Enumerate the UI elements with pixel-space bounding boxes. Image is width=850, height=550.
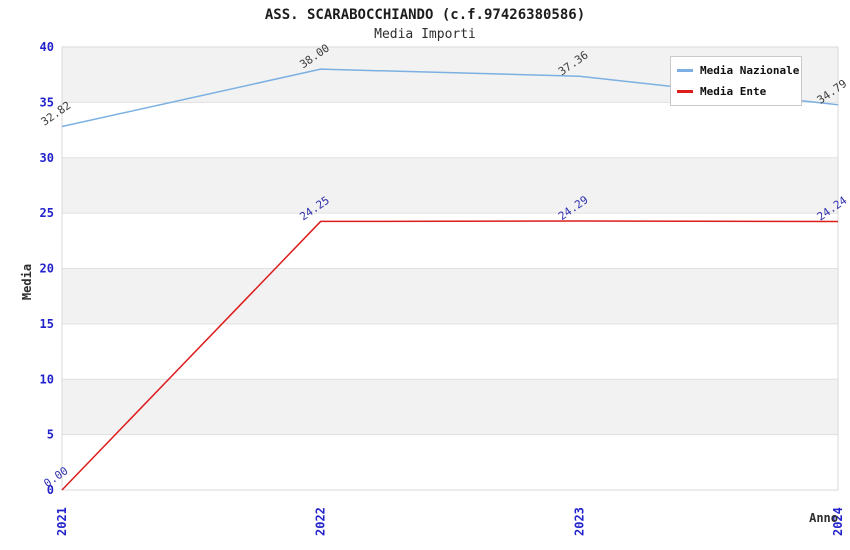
grid-band [62,157,838,214]
plot-border [61,46,839,491]
legend-label-media-ente: Media Ente [700,85,767,98]
y-axis-title: Media [20,263,34,301]
y-tick-label: 35 [40,95,54,109]
y-tick-label: 40 [40,40,54,54]
legend-label-media-nazionale: Media Nazionale [700,64,800,77]
series-line-media-ente [61,220,839,491]
chart-subtitle: Media Importi [374,27,476,42]
x-axis-title: Anno [809,511,838,525]
y-tick-label: 5 [47,428,54,442]
y-tick-label: 0 [47,483,54,497]
grid-band [62,379,838,435]
media-ente-line-swatch [677,90,693,93]
legend-item-media-ente: Media Ente [677,85,795,98]
y-tick-label: 15 [40,317,54,331]
legend: Media Nazionale Media Ente [670,56,802,106]
y-tick-label: 20 [40,262,54,276]
y-tick-label: 25 [40,206,54,220]
y-tick-label: 10 [40,372,54,386]
x-tick-label: 2021 [55,507,69,536]
x-tick-label: 2022 [314,507,328,536]
x-tick-label: 2024 [831,507,845,536]
chart-title: ASS. SCARABOCCHIANDO (c.f.97426380586) [264,7,586,23]
legend-item-media-nazionale: Media Nazionale [677,64,799,77]
media-nazionale-line-swatch [677,69,693,72]
x-tick-label: 2023 [572,507,586,536]
grid-band [62,268,838,324]
y-tick-label: 30 [40,151,54,165]
